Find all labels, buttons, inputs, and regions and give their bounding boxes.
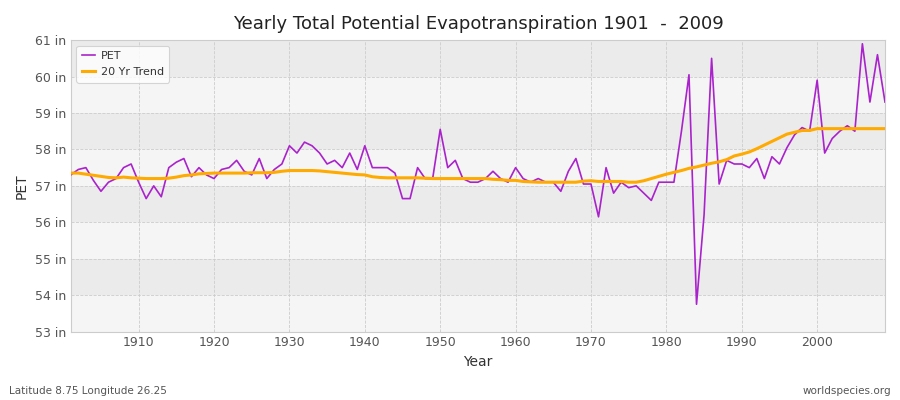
Text: worldspecies.org: worldspecies.org [803, 386, 891, 396]
PET [510, 165, 521, 170]
Bar [71, 150, 885, 186]
PET [879, 100, 890, 104]
20 Yr Trend [608, 179, 619, 184]
PET [691, 302, 702, 307]
Legend: PET, 20 Yr Trend: PET, 20 Yr Trend [76, 46, 169, 82]
Line: PET: PET [71, 44, 885, 304]
X-axis label: Year: Year [464, 355, 492, 369]
PET [292, 151, 302, 156]
Text: Latitude 8.75 Longitude 26.25: Latitude 8.75 Longitude 26.25 [9, 386, 166, 396]
PET [600, 165, 611, 170]
Y-axis label: PET: PET [15, 173, 29, 199]
20 Yr Trend [510, 178, 521, 183]
20 Yr Trend [503, 178, 514, 183]
PET [337, 165, 347, 170]
PET [857, 41, 868, 46]
20 Yr Trend [337, 171, 347, 176]
20 Yr Trend [126, 176, 137, 180]
Bar [71, 295, 885, 332]
20 Yr Trend [879, 126, 890, 131]
Bar [71, 222, 885, 259]
PET [503, 180, 514, 185]
20 Yr Trend [292, 168, 302, 173]
PET [126, 162, 137, 166]
20 Yr Trend [533, 180, 544, 185]
PET [66, 172, 77, 177]
20 Yr Trend [66, 171, 77, 176]
20 Yr Trend [812, 126, 823, 131]
Line: 20 Yr Trend: 20 Yr Trend [71, 129, 885, 182]
Bar [71, 76, 885, 113]
Title: Yearly Total Potential Evapotranspiration 1901  -  2009: Yearly Total Potential Evapotranspiratio… [232, 15, 724, 33]
